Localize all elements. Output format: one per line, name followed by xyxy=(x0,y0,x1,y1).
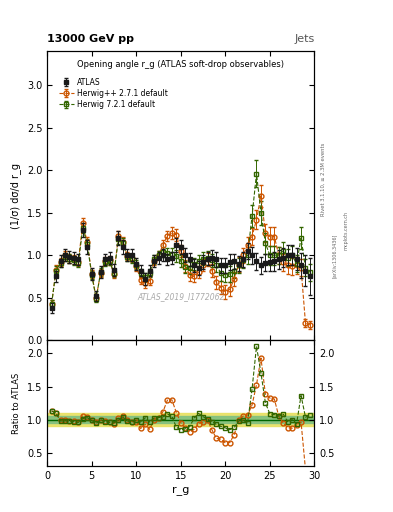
Y-axis label: Ratio to ATLAS: Ratio to ATLAS xyxy=(12,372,21,434)
Text: mcplots.cern.ch: mcplots.cern.ch xyxy=(344,211,349,250)
Legend: ATLAS, Herwig++ 2.7.1 default, Herwig 7.2.1 default: ATLAS, Herwig++ 2.7.1 default, Herwig 7.… xyxy=(56,75,170,112)
Text: Rivet 3.1.10, ≥ 2.3M events: Rivet 3.1.10, ≥ 2.3M events xyxy=(320,142,325,216)
Y-axis label: (1/σ) dσ/d r_g: (1/σ) dσ/d r_g xyxy=(10,163,21,229)
Text: ATLAS_2019_I1772062: ATLAS_2019_I1772062 xyxy=(137,292,224,302)
X-axis label: r_g: r_g xyxy=(172,486,189,496)
Text: 13000 GeV pp: 13000 GeV pp xyxy=(47,33,134,44)
Text: Opening angle r_g (ATLAS soft-drop observables): Opening angle r_g (ATLAS soft-drop obser… xyxy=(77,60,284,69)
Text: [arXiv:1306.3436]: [arXiv:1306.3436] xyxy=(332,234,337,278)
Text: Jets: Jets xyxy=(294,33,314,44)
